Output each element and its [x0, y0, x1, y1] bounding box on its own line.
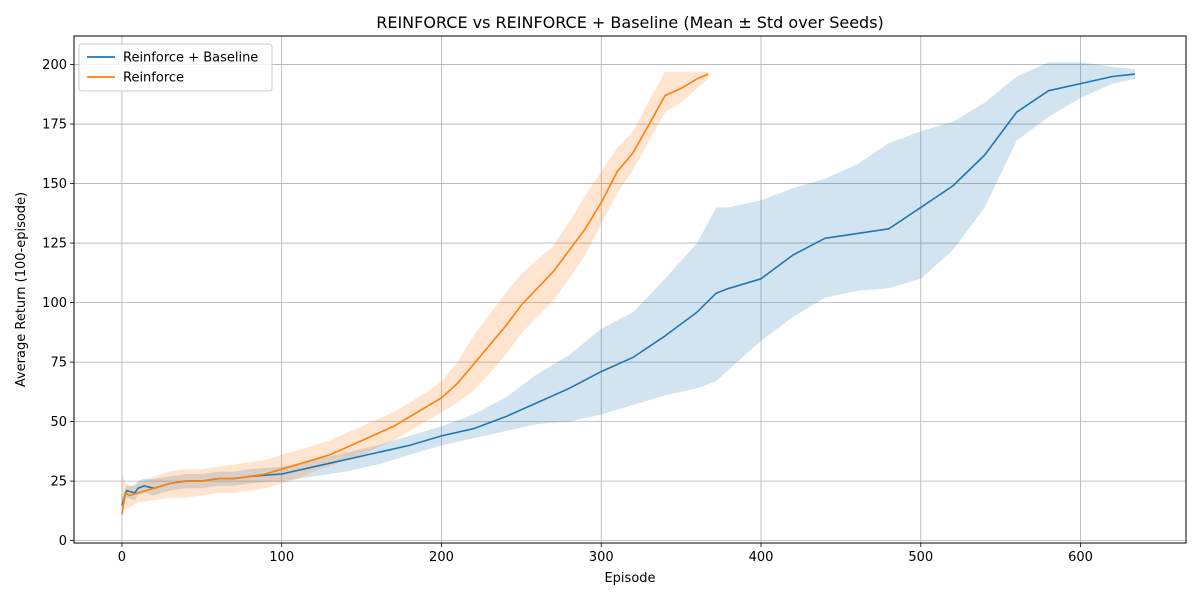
y-tick-label: 200: [42, 58, 67, 73]
mean-line-series-1: [121, 73, 709, 515]
x-tick-label: 400: [749, 550, 774, 565]
x-tick-label: 600: [1068, 550, 1093, 565]
std-band-series-0: [121, 62, 1135, 513]
y-tick-label: 150: [42, 177, 67, 192]
mean-lines: [121, 73, 1135, 515]
x-tick-label: 500: [908, 550, 933, 565]
legend-box: [78, 43, 273, 92]
legend: Reinforce + Baseline Reinforce: [78, 43, 273, 92]
y-tick-label: 75: [50, 356, 67, 371]
y-tick-label: 0: [59, 534, 67, 549]
y-tick-label: 100: [42, 296, 67, 311]
y-tick-label: 175: [42, 118, 67, 133]
x-axis-label: Episode: [604, 571, 655, 586]
legend-label-series-0: Reinforce + Baseline: [123, 51, 258, 66]
legend-label-series-1: Reinforce: [123, 71, 184, 86]
chart-title: REINFORCE vs REINFORCE + Baseline (Mean …: [376, 13, 884, 32]
std-band-series-1: [121, 71, 709, 510]
x-tick-label: 0: [118, 550, 126, 565]
grid: [74, 36, 1186, 543]
y-tick-label: 50: [50, 415, 67, 430]
y-tick-label: 125: [42, 237, 67, 252]
x-tick-label: 200: [429, 550, 454, 565]
y-tick-label: 25: [50, 475, 67, 490]
plot-frame: [73, 35, 1187, 544]
y-ticks: 0 25 50 75 100 125 150 175 200: [42, 58, 74, 549]
x-tick-label: 100: [269, 550, 294, 565]
std-bands: [121, 62, 1135, 513]
y-axis-label: Average Return (100-episode): [14, 192, 29, 387]
x-ticks: 0 100 200 300 400 500 600: [118, 543, 1093, 565]
x-tick-label: 300: [589, 550, 614, 565]
